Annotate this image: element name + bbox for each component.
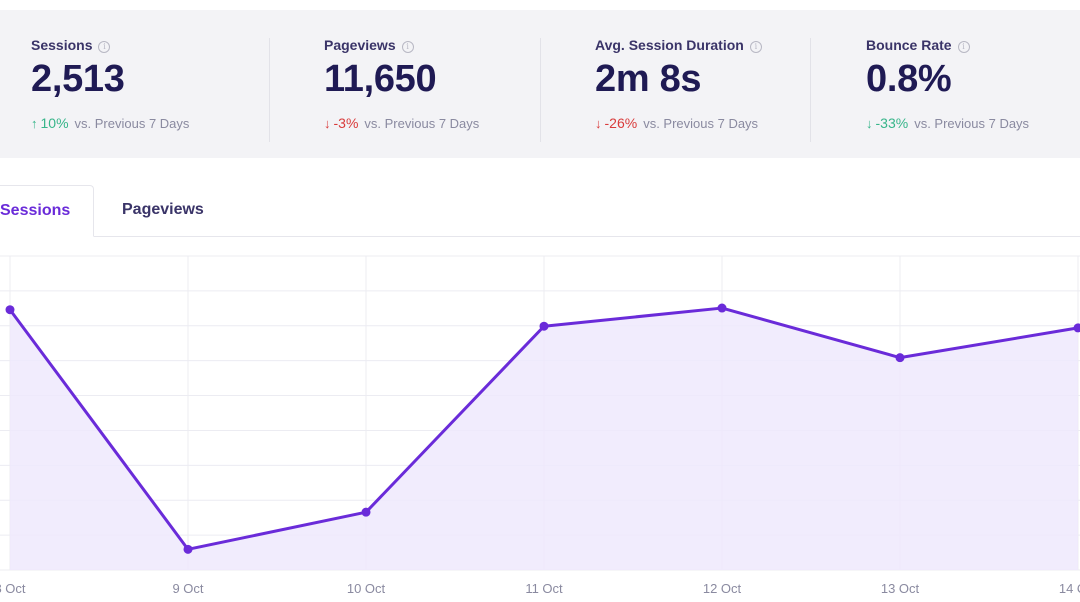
stat-change: -3% bbox=[333, 115, 359, 131]
chart-data-point[interactable] bbox=[717, 303, 727, 313]
tab-pageviews[interactable]: Pageviews bbox=[122, 201, 204, 218]
stat-label: Bounce Rate bbox=[866, 37, 952, 53]
x-tick-label: 11 Oct bbox=[525, 581, 563, 596]
stat-value: 2m 8s bbox=[595, 58, 702, 100]
x-tick-label: 12 Oct bbox=[703, 581, 742, 596]
info-icon[interactable]: i bbox=[98, 41, 111, 53]
divider bbox=[540, 38, 541, 142]
x-tick-label: 13 Oct bbox=[881, 581, 920, 596]
stat-value: 2,513 bbox=[31, 58, 125, 100]
arrow-down-icon: ↓ bbox=[866, 116, 873, 131]
chart-data-point[interactable] bbox=[1073, 323, 1080, 333]
arrow-up-icon: ↑ bbox=[31, 116, 38, 131]
tab-sessions[interactable]: Sessions bbox=[0, 185, 94, 237]
chart-tabs: Sessions Pageviews bbox=[0, 185, 1080, 237]
info-icon[interactable]: i bbox=[749, 41, 762, 53]
stat-change: -26% bbox=[604, 115, 638, 131]
chart-area-fill bbox=[10, 308, 1078, 570]
x-tick-label: 10 Oct bbox=[347, 581, 386, 596]
x-tick-label: 14 Oct bbox=[1059, 581, 1080, 596]
stat-compare-text: vs. Previous 7 Days bbox=[74, 116, 190, 131]
chart-data-point[interactable] bbox=[183, 544, 193, 554]
stat-label: Pageviews bbox=[324, 37, 396, 53]
stat-compare-text: vs. Previous 7 Days bbox=[914, 116, 1030, 131]
stat-value: 0.8% bbox=[866, 58, 952, 100]
divider bbox=[810, 38, 811, 142]
arrow-down-icon: ↓ bbox=[324, 116, 331, 131]
chart-data-point[interactable] bbox=[539, 321, 549, 331]
arrow-down-icon: ↓ bbox=[595, 116, 602, 131]
stats-panel: Sessions i 2,513 ↑ 10% vs. Previous 7 Days … bbox=[0, 10, 1080, 158]
x-tick-label: 8 Oct bbox=[0, 581, 26, 596]
divider bbox=[269, 38, 270, 142]
stat-change: -33% bbox=[875, 115, 909, 131]
stat-value: 11,650 bbox=[324, 58, 437, 100]
info-icon[interactable]: i bbox=[957, 41, 970, 53]
stat-label: Sessions bbox=[31, 37, 93, 53]
stat-change: 10% bbox=[40, 115, 69, 131]
chart-data-point[interactable] bbox=[361, 507, 371, 517]
stat-compare-text: vs. Previous 7 Days bbox=[643, 116, 759, 131]
tabs-divider bbox=[0, 236, 1080, 237]
stat-compare-text: vs. Previous 7 Days bbox=[364, 116, 480, 131]
info-icon[interactable]: i bbox=[401, 41, 414, 53]
chart-data-point[interactable] bbox=[5, 305, 15, 315]
stat-label: Avg. Session Duration bbox=[595, 37, 744, 53]
chart-data-point[interactable] bbox=[895, 353, 905, 363]
x-tick-label: 9 Oct bbox=[172, 581, 203, 596]
sessions-chart: 8 Oct 9 Oct 10 Oct 11 Oct 12 Oct 13 Oct 14 Oct bbox=[0, 255, 1080, 596]
